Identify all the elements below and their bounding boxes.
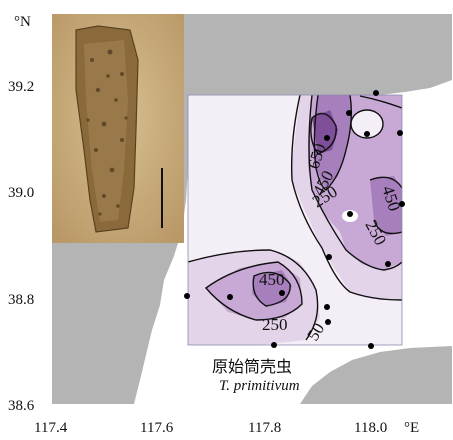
station-point [279, 290, 285, 296]
lat-tick-label: 39.2 [8, 79, 34, 95]
station-point [346, 110, 352, 116]
contour-label: 450 [259, 270, 285, 289]
lon-tick-label: 117.6 [140, 420, 174, 436]
species-scientific-name: T. primitivum [219, 378, 300, 394]
station-point [397, 130, 403, 136]
station-point [364, 131, 370, 137]
station-point [227, 294, 233, 300]
station-point [326, 254, 332, 260]
station-point [325, 319, 331, 325]
sampling-stations [184, 90, 405, 349]
longitude-labels: 117.4 117.6 117.8 118.0 °E [34, 420, 419, 436]
lat-tick-label: 39.0 [8, 185, 34, 201]
station-point [184, 293, 190, 299]
station-point [324, 304, 330, 310]
lon-tick-label: 117.4 [34, 420, 68, 436]
contour-fills [188, 95, 402, 345]
contour-lines [188, 95, 402, 341]
contour-label: 250 [262, 315, 288, 334]
lat-tick-label: 38.8 [8, 292, 34, 308]
station-point [271, 342, 277, 348]
station-point [368, 343, 374, 349]
specimen-photo [52, 14, 184, 243]
study-area-outline [187, 94, 403, 346]
lon-unit-label: °E [404, 420, 419, 436]
station-point [347, 211, 353, 217]
species-chinese-name: 原始筒壳虫 [212, 357, 292, 376]
station-point [385, 261, 391, 267]
species-caption: 原始筒壳虫 T. primitivum [212, 357, 300, 394]
lon-tick-label: 118.0 [354, 420, 387, 436]
latitude-labels: °N 39.2 39.0 38.8 38.6 [8, 14, 35, 414]
station-point [324, 135, 330, 141]
lat-tick-label: 38.6 [8, 398, 35, 414]
lon-tick-label: 117.8 [248, 420, 281, 436]
station-point [373, 90, 379, 96]
station-point [399, 201, 405, 207]
lat-unit-label: °N [14, 14, 31, 30]
